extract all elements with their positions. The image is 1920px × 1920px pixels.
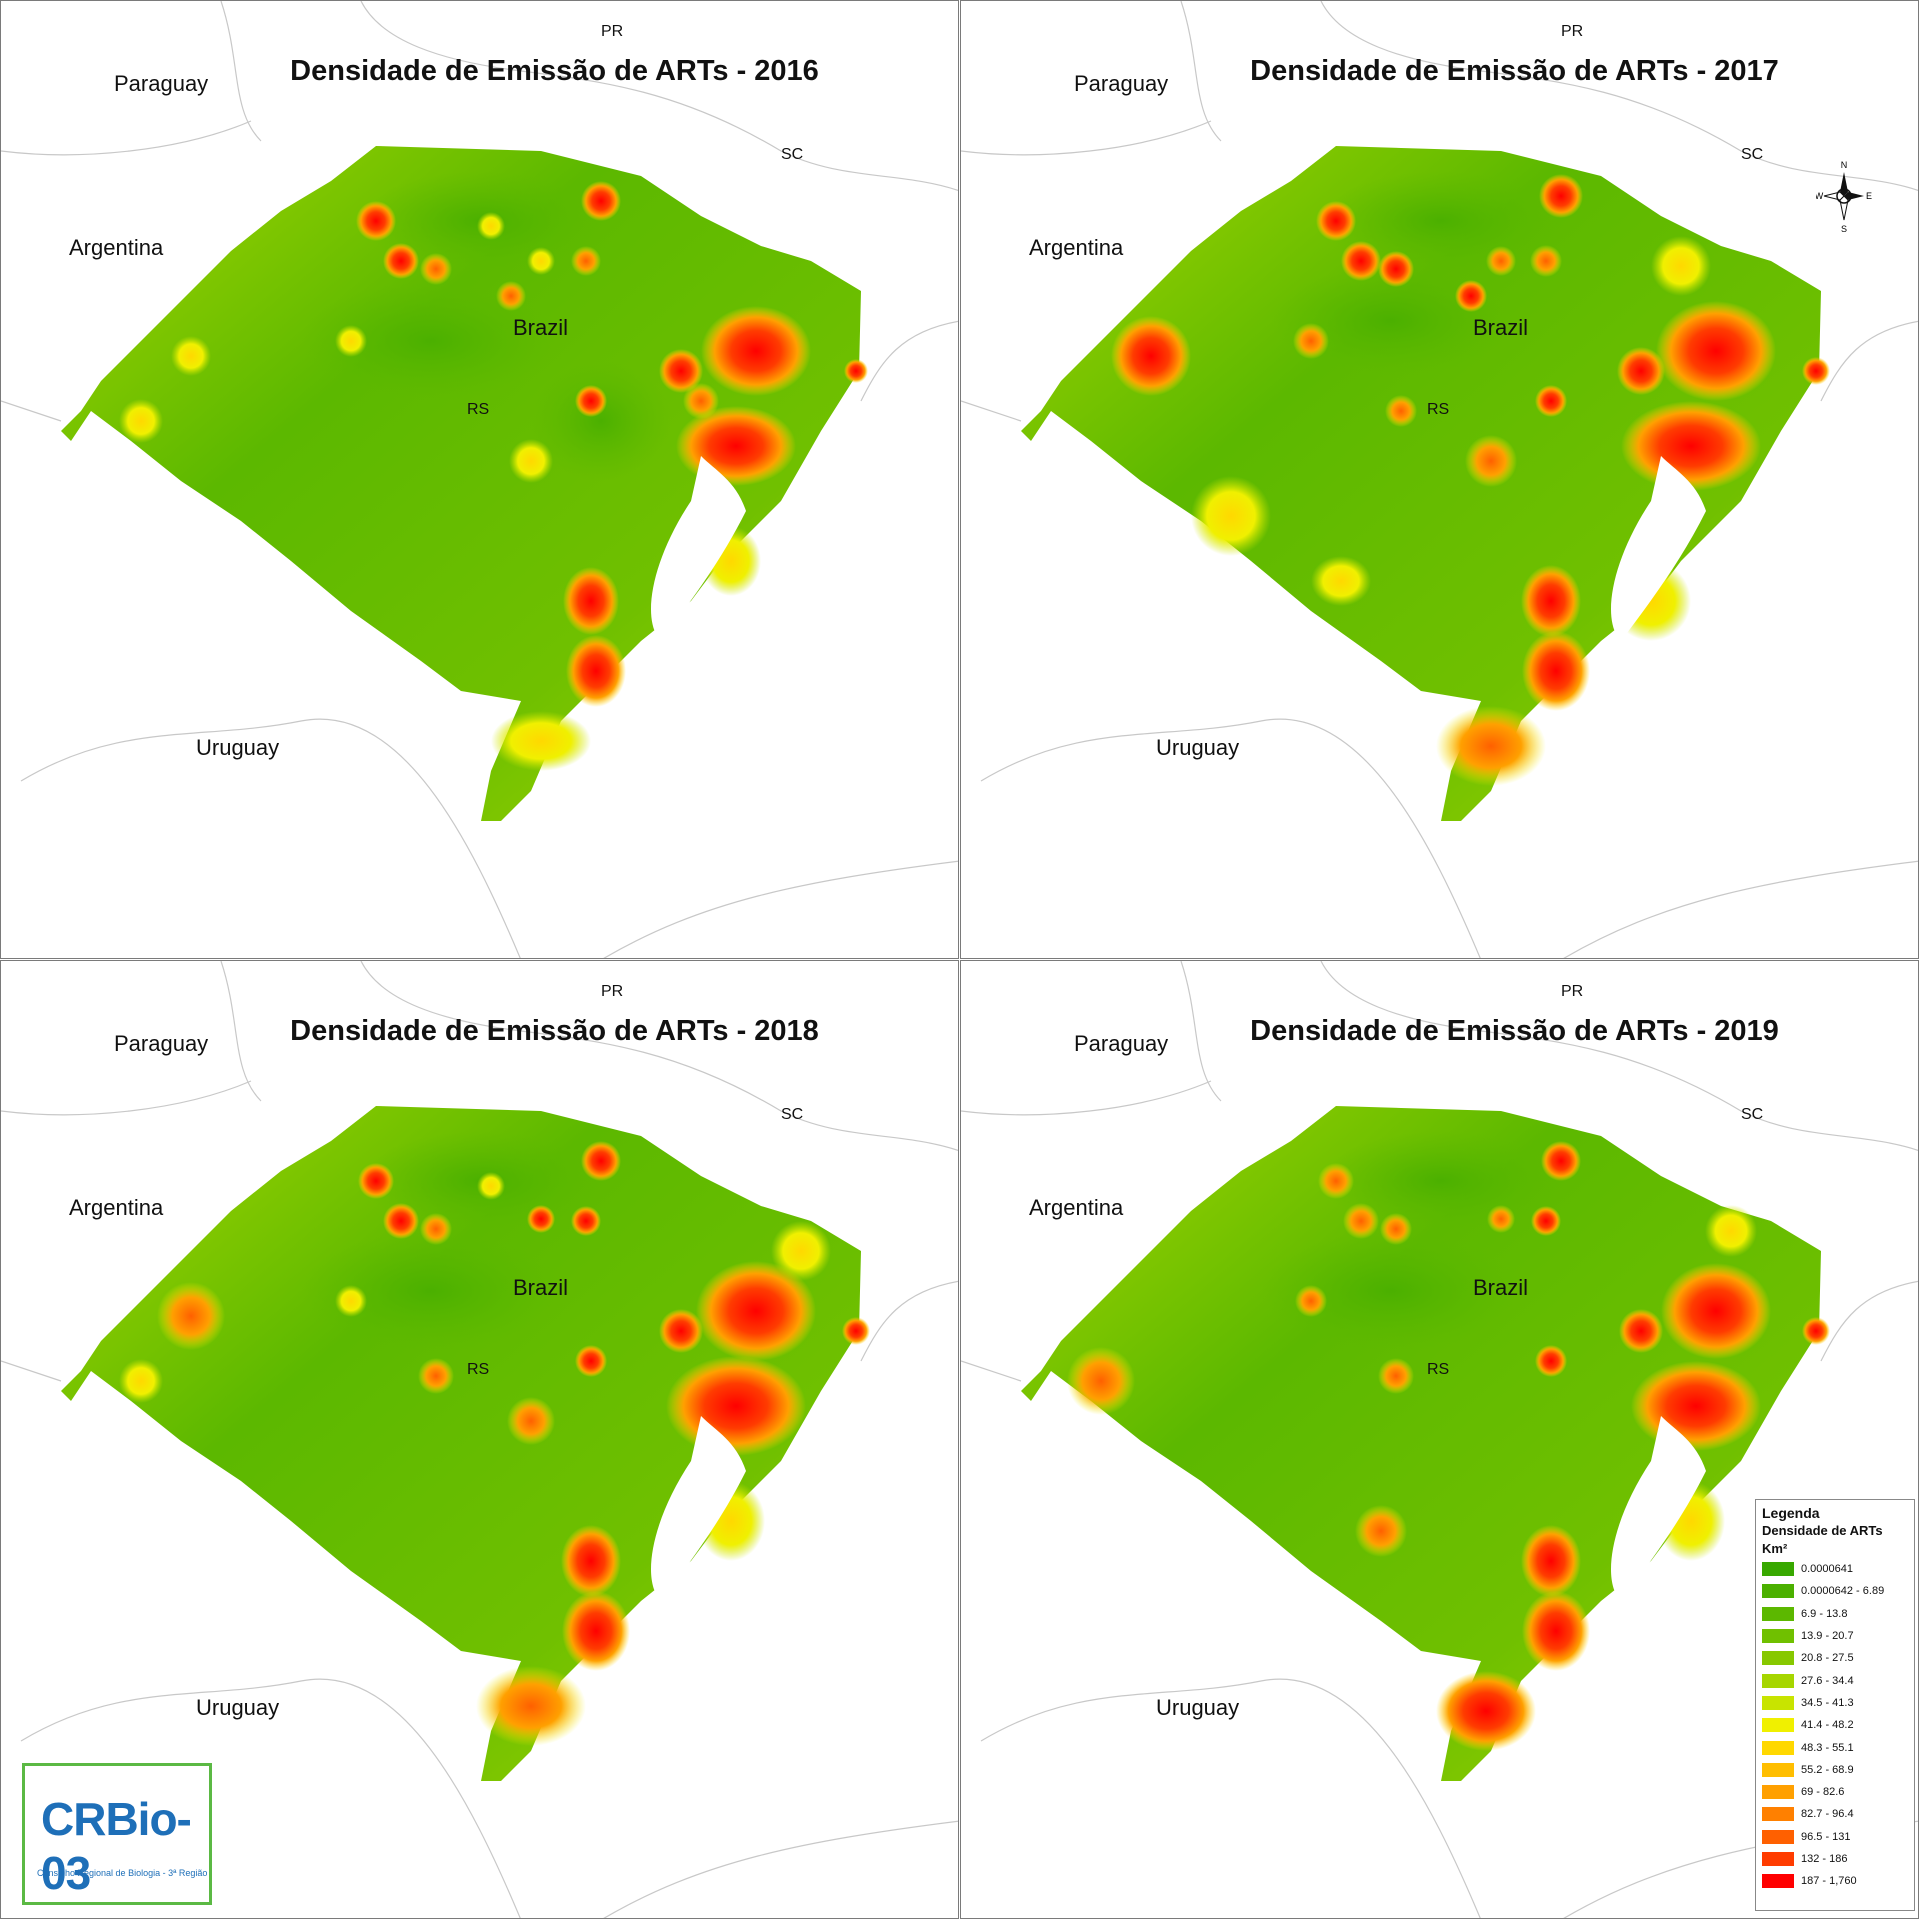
map-panel-2017: Densidade de Emissão de ARTs - 2017 Para… <box>960 0 1919 959</box>
legend-swatch <box>1762 1606 1794 1621</box>
legend-swatch <box>1762 1718 1794 1733</box>
legend-label: 20.8 - 27.5 <box>1801 1652 1854 1665</box>
compass-e: E <box>1866 191 1872 201</box>
legend-row: 13.9 - 20.7 <box>1762 1625 1908 1647</box>
label-brazil: Brazil <box>1473 315 1529 340</box>
label-sc: SC <box>1741 1106 1764 1123</box>
legend-swatch <box>1762 1807 1794 1822</box>
legend-label: 0.0000641 <box>1801 1563 1853 1576</box>
legend-label: 13.9 - 20.7 <box>1801 1630 1854 1643</box>
legend-swatch <box>1762 1852 1794 1866</box>
map-panel-2019: Densidade de Emissão de ARTs - 2019 Para… <box>960 960 1919 1919</box>
legend-label: 27.6 - 34.4 <box>1801 1674 1854 1687</box>
map-title: Densidade de Emissão de ARTs - 2018 <box>290 1015 819 1047</box>
label-argentina: Argentina <box>1029 1195 1124 1220</box>
legend-label: 82.7 - 96.4 <box>1801 1808 1854 1821</box>
legend-row: 0.0000641 <box>1762 1558 1908 1580</box>
legend-label: 187 - 1,760 <box>1801 1875 1857 1888</box>
rs-density-map <box>961 1 1918 958</box>
compass-n: N <box>1841 160 1848 170</box>
map-panel-2018: Densidade de Emissão de ARTs - 2018 Para… <box>0 960 959 1919</box>
label-rs: RS <box>467 1361 490 1378</box>
label-argentina: Argentina <box>1029 235 1124 260</box>
label-sc: SC <box>1741 146 1764 163</box>
label-paraguay: Paraguay <box>114 1031 209 1056</box>
legend-swatch <box>1762 1762 1794 1777</box>
legend-unit: Km² <box>1762 1541 1788 1556</box>
label-pr: PR <box>601 23 624 40</box>
legend-swatch <box>1762 1673 1794 1688</box>
legend-swatch <box>1762 1829 1794 1844</box>
legend-row: 187 - 1,760 <box>1762 1870 1908 1892</box>
crbio-logo: CRBio-03 Conselho Regional de Biologia -… <box>22 1763 212 1905</box>
legend-label: 0.0000642 - 6.89 <box>1801 1585 1885 1598</box>
legend-swatch <box>1762 1562 1794 1577</box>
map-panel-2016: Densidade de Emissão de ARTs - 2016 Para… <box>0 0 959 959</box>
legend-label: 96.5 - 131 <box>1801 1830 1851 1843</box>
legend-label: 34.5 - 41.3 <box>1801 1696 1854 1709</box>
label-rs: RS <box>1427 401 1450 418</box>
label-sc: SC <box>781 146 804 163</box>
legend-label: 132 - 186 <box>1801 1853 1848 1865</box>
rs-density-map <box>1 961 958 1918</box>
compass-w: W <box>1816 191 1824 201</box>
map-title: Densidade de Emissão de ARTs - 2019 <box>1250 1015 1779 1047</box>
logo-text: CRBio-03 <box>41 1793 192 1899</box>
legend-classes: 0.0000641 0.0000642 - 6.89 6.9 - 13.8 13.9 … <box>1762 1558 1908 1892</box>
legend-row: 0.0000642 - 6.89 <box>1762 1580 1908 1602</box>
label-brazil: Brazil <box>513 1275 569 1300</box>
legend-swatch <box>1762 1785 1794 1800</box>
label-pr: PR <box>1561 983 1584 1000</box>
legend-row: 6.9 - 13.8 <box>1762 1603 1908 1625</box>
label-uruguay: Uruguay <box>1156 1695 1240 1720</box>
map-title: Densidade de Emissão de ARTs - 2016 <box>290 55 819 87</box>
legend-subtitle: Densidade de ARTs <box>1762 1523 1883 1538</box>
legend-title: Legenda <box>1762 1505 1820 1521</box>
legend-row: 41.4 - 48.2 <box>1762 1714 1908 1736</box>
compass-rose-icon: N S E W <box>1815 158 1872 234</box>
legend-row: 82.7 - 96.4 <box>1762 1803 1908 1825</box>
label-rs: RS <box>467 401 490 418</box>
legend-label: 69 - 82.6 <box>1801 1786 1845 1799</box>
legend-swatch <box>1762 1874 1794 1889</box>
legend-row: 48.3 - 55.1 <box>1762 1736 1908 1758</box>
map-legend: Legenda Densidade de ARTs Km² 0.0000641 0… <box>1755 1499 1915 1911</box>
legend-label: 41.4 - 48.2 <box>1801 1719 1854 1732</box>
legend-swatch <box>1762 1740 1794 1755</box>
label-brazil: Brazil <box>1473 1275 1529 1300</box>
label-uruguay: Uruguay <box>196 735 280 760</box>
label-pr: PR <box>601 983 624 1000</box>
legend-label: 48.3 - 55.1 <box>1801 1741 1854 1754</box>
map-title: Densidade de Emissão de ARTs - 2017 <box>1250 55 1779 87</box>
legend-row: 27.6 - 34.4 <box>1762 1669 1908 1691</box>
legend-row: 34.5 - 41.3 <box>1762 1692 1908 1714</box>
legend-row: 69 - 82.6 <box>1762 1781 1908 1803</box>
label-paraguay: Paraguay <box>114 71 209 96</box>
compass-s: S <box>1841 224 1847 234</box>
legend-label: 6.9 - 13.8 <box>1801 1607 1848 1620</box>
label-uruguay: Uruguay <box>1156 735 1240 760</box>
label-brazil: Brazil <box>513 315 569 340</box>
rs-density-map <box>1 1 958 958</box>
label-paraguay: Paraguay <box>1074 71 1169 96</box>
legend-swatch <box>1762 1584 1794 1599</box>
label-paraguay: Paraguay <box>1074 1031 1169 1056</box>
legend-label: 55.2 - 68.9 <box>1801 1763 1854 1776</box>
legend-row: 132 - 186 <box>1762 1848 1908 1870</box>
label-argentina: Argentina <box>69 235 164 260</box>
legend-swatch <box>1762 1651 1794 1666</box>
label-rs: RS <box>1427 1361 1450 1378</box>
legend-row: 55.2 - 68.9 <box>1762 1759 1908 1781</box>
label-argentina: Argentina <box>69 1195 164 1220</box>
legend-swatch <box>1762 1695 1794 1710</box>
label-uruguay: Uruguay <box>196 1695 280 1720</box>
label-sc: SC <box>781 1106 804 1123</box>
rs-density-map <box>961 961 1918 1918</box>
legend-row: 96.5 - 131 <box>1762 1826 1908 1848</box>
legend-row: 20.8 - 27.5 <box>1762 1647 1908 1669</box>
logo-subtitle: Conselho Regional de Biologia - 3ª Regiã… <box>37 1868 208 1878</box>
label-pr: PR <box>1561 23 1584 40</box>
legend-swatch <box>1762 1629 1794 1644</box>
